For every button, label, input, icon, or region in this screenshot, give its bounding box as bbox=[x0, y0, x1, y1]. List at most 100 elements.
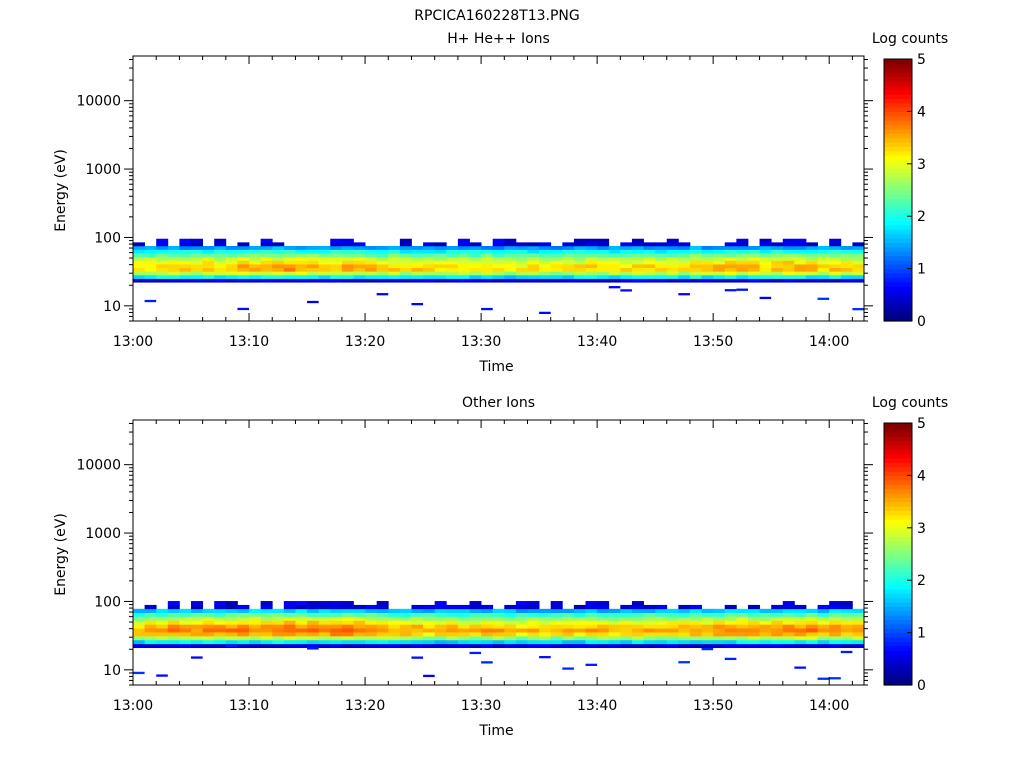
plot-frame bbox=[132, 55, 865, 322]
heatmap-cell bbox=[782, 639, 795, 645]
heatmap-cell bbox=[840, 636, 853, 641]
heatmap-cell bbox=[643, 278, 656, 283]
colorbar-step bbox=[884, 98, 912, 104]
heatmap-cell bbox=[631, 267, 644, 272]
colorbar-step bbox=[884, 654, 912, 660]
heatmap-cell bbox=[295, 628, 308, 633]
heatmap-cell bbox=[608, 260, 621, 265]
heatmap-cell bbox=[666, 253, 679, 258]
heatmap-cell bbox=[133, 628, 145, 633]
heatmap-cell bbox=[794, 643, 807, 649]
heatmap-cell bbox=[411, 256, 424, 261]
heatmap-cell bbox=[701, 260, 714, 265]
heatmap-cell bbox=[144, 604, 157, 610]
heatmap-cell bbox=[562, 278, 575, 283]
heatmap-cell bbox=[747, 278, 760, 283]
heatmap-cell bbox=[295, 643, 308, 649]
heatmap-cell bbox=[794, 624, 807, 629]
heatmap-cell bbox=[179, 249, 192, 254]
heatmap-cell bbox=[144, 264, 157, 269]
heatmap-cell bbox=[515, 242, 528, 247]
heatmap-cell bbox=[423, 249, 436, 254]
heatmap-cell bbox=[620, 274, 633, 279]
colorbar-step bbox=[884, 216, 912, 222]
heatmap-cell bbox=[434, 628, 447, 633]
heatmap-cell bbox=[562, 253, 575, 258]
heatmap-cell bbox=[585, 249, 598, 254]
heatmap-cell bbox=[214, 604, 227, 610]
heatmap-cell bbox=[388, 632, 401, 637]
heatmap-cell bbox=[376, 628, 389, 633]
y-axis-label: Energy (eV) bbox=[53, 149, 69, 232]
heatmap-cell bbox=[214, 256, 227, 261]
heatmap-cell bbox=[249, 245, 262, 250]
heatmap-cell bbox=[747, 271, 760, 276]
heatmap-cell bbox=[179, 245, 192, 250]
heatmap-cell bbox=[620, 245, 633, 250]
heatmap-cell bbox=[202, 267, 215, 272]
heatmap-cell bbox=[167, 628, 180, 633]
colorbar-step bbox=[884, 519, 912, 525]
heatmap-cell bbox=[608, 643, 621, 649]
heatmap-cell bbox=[249, 620, 262, 625]
heatmap-cell bbox=[643, 267, 656, 272]
heatmap-cell bbox=[689, 264, 702, 269]
heatmap-cell bbox=[759, 267, 772, 272]
heatmap-cell bbox=[504, 639, 517, 645]
heatmap-cell bbox=[330, 242, 343, 247]
heatmap-cell bbox=[341, 639, 354, 645]
heatmap-cell bbox=[457, 620, 470, 625]
heatmap-cell bbox=[399, 608, 412, 614]
colorbar-step bbox=[884, 67, 912, 73]
heatmap-cell bbox=[423, 643, 436, 649]
heatmap-cell bbox=[736, 632, 749, 637]
heatmap-cell bbox=[724, 253, 737, 258]
heatmap-cell bbox=[562, 632, 575, 637]
heatmap-cell bbox=[771, 612, 784, 617]
heatmap-cell bbox=[794, 604, 807, 610]
heatmap-cell bbox=[167, 632, 180, 637]
heatmap-cell bbox=[539, 278, 552, 283]
heatmap-cell bbox=[840, 249, 853, 254]
heatmap-cell bbox=[307, 264, 320, 269]
heatmap-cell bbox=[167, 612, 180, 617]
heatmap-cell bbox=[156, 245, 169, 250]
heatmap-cell bbox=[260, 260, 273, 265]
heatmap-cell bbox=[573, 632, 586, 637]
heatmap-cell bbox=[179, 256, 192, 261]
heatmap-cell bbox=[388, 249, 401, 254]
colorbar-step bbox=[884, 466, 912, 472]
heatmap-cell bbox=[643, 612, 656, 617]
heatmap-cell bbox=[446, 636, 459, 641]
heatmap-cell bbox=[782, 238, 795, 243]
colorbar-step bbox=[884, 242, 912, 248]
heatmap-cell bbox=[307, 636, 320, 641]
heatmap-cell bbox=[144, 278, 157, 283]
heatmap-cell bbox=[666, 632, 679, 637]
heatmap-cell bbox=[655, 643, 668, 649]
heatmap-cell bbox=[341, 632, 354, 637]
heatmap-cell bbox=[133, 271, 145, 276]
heatmap-cell bbox=[191, 636, 204, 641]
heatmap-cell bbox=[156, 249, 169, 254]
heatmap-cell bbox=[144, 643, 157, 649]
heatmap-cell bbox=[341, 253, 354, 258]
heatmap-cell bbox=[805, 274, 818, 279]
heatmap-cell bbox=[817, 264, 830, 269]
heatmap-cell bbox=[272, 620, 285, 625]
colorbar-step bbox=[884, 615, 912, 621]
heatmap-cell bbox=[689, 253, 702, 258]
heatmap-cell bbox=[295, 253, 308, 258]
heatmap-cell bbox=[376, 643, 389, 649]
heatmap-cell bbox=[399, 639, 412, 645]
heatmap-cell bbox=[237, 639, 250, 645]
heatmap-cell bbox=[457, 256, 470, 261]
heatmap-cell bbox=[655, 253, 668, 258]
heatmap-cell bbox=[597, 604, 610, 610]
heatmap-cell bbox=[678, 616, 691, 621]
heatmap-cell bbox=[469, 628, 482, 633]
heatmap-cell bbox=[318, 264, 331, 269]
heatmap-cell bbox=[202, 274, 215, 279]
heatmap-cell bbox=[492, 643, 505, 649]
heatmap-cell bbox=[527, 620, 540, 625]
